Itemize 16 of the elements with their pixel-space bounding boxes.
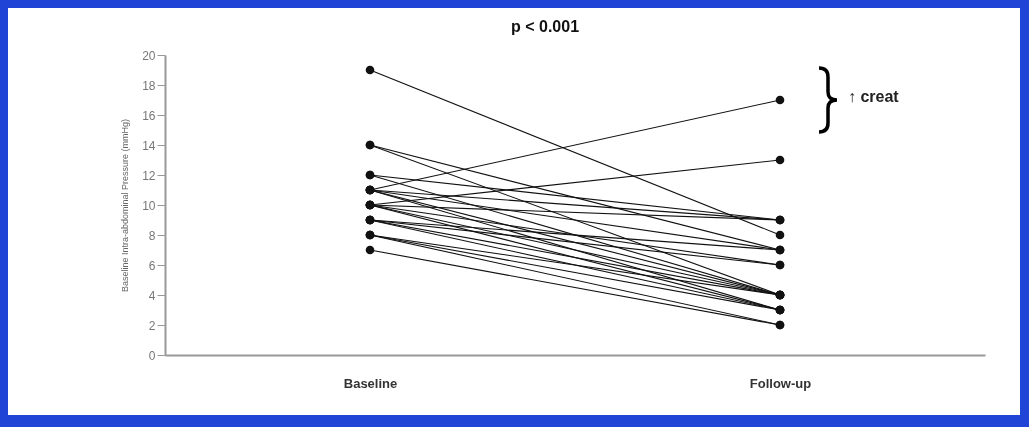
y-tick-label: 14: [142, 138, 156, 153]
y-axis-title: Baseline Intra-abdominal Pressure (mmHg): [120, 118, 131, 293]
y-tick-label: 10: [142, 198, 156, 213]
y-tick-label: 16: [142, 108, 156, 123]
x-tick-label: Follow-up: [749, 375, 812, 391]
annotation: ↑ creat: [848, 88, 900, 105]
chart-title: p < 0.001: [510, 18, 580, 35]
y-tick-label: 6: [148, 258, 156, 273]
y-tick-label: 8: [148, 228, 156, 243]
y-tick-label: 18: [142, 78, 156, 93]
y-tick-label: 0: [148, 348, 156, 363]
y-tick-label: 4: [148, 288, 156, 303]
y-tick-label: 2: [148, 318, 156, 333]
y-tick-label: 12: [142, 168, 156, 183]
y-tick-label: 20: [142, 48, 156, 63]
x-tick-label: Baseline: [343, 375, 398, 391]
